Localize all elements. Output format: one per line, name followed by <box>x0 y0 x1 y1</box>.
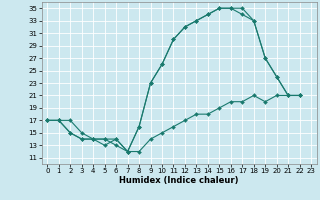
X-axis label: Humidex (Indice chaleur): Humidex (Indice chaleur) <box>119 176 239 185</box>
